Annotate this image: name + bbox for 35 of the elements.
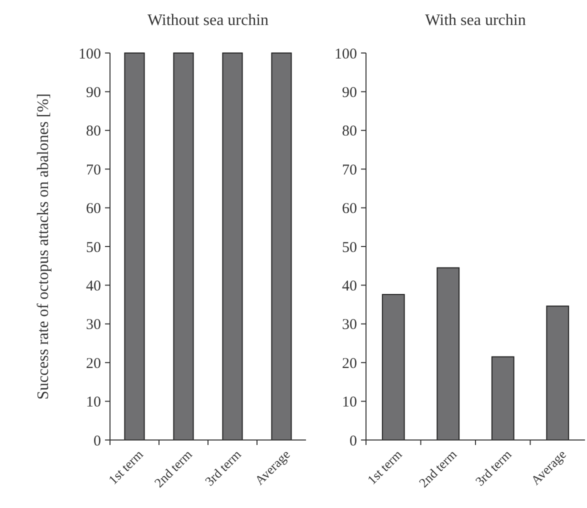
y-tick-label: 60 [342,201,357,218]
y-tick-label: 50 [342,240,357,256]
y-tick-label: 0 [350,433,357,450]
y-tick-label: 70 [86,162,101,178]
y-tick-label: 80 [342,124,357,140]
y-tick-label: 80 [86,124,101,140]
y-tick-label: 90 [342,84,357,101]
y-tick-label: 20 [342,356,357,372]
y-tick-label: 0 [94,433,101,450]
x-tick-label: 3rd term [202,446,244,489]
y-tick-label: 10 [342,394,357,411]
y-tick-label: 100 [334,46,357,62]
x-tick-label: 1st term [364,446,405,488]
bar [546,306,570,440]
x-tick-label: 1st term [105,446,146,488]
bar [382,294,405,440]
y-tick-label: 90 [86,84,101,101]
y-tick-label: 40 [86,278,101,294]
y-axis-title: Success rate of octopus attacks on abalones [%] [35,93,52,400]
chart-title: With sea urchin [425,12,526,29]
chart-title: Without sea urchin [147,12,269,29]
x-tick-label: 2nd term [151,446,195,490]
y-tick-label: 100 [78,46,101,62]
y-tick-label: 60 [86,201,101,218]
y-tick-label: 10 [86,394,101,411]
y-tick-label: 70 [342,162,357,178]
bar [491,356,514,440]
y-tick-label: 30 [342,317,357,334]
x-tick-label: 2nd term [416,446,460,490]
y-tick-label: 30 [86,317,101,334]
bar [436,267,460,440]
y-tick-label: 50 [86,240,101,256]
x-tick-label: 3rd term [472,446,514,489]
y-tick-label: 40 [342,278,357,294]
y-tick-label: 20 [86,356,101,372]
